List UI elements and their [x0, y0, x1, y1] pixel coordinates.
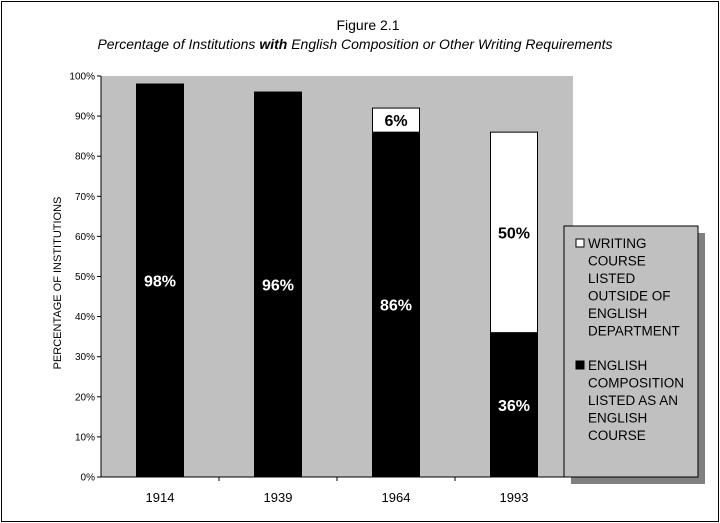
- legend-text-line: COMPOSITION: [588, 376, 684, 391]
- y-tick-label: 20%: [75, 392, 95, 403]
- data-label: 98%: [144, 274, 176, 291]
- bars: [136, 83, 538, 478]
- legend-box: [563, 225, 699, 478]
- y-tick-label: 100%: [69, 72, 95, 83]
- y-tick-label: 40%: [75, 312, 95, 323]
- data-label: 96%: [262, 278, 294, 295]
- y-tick-label: 50%: [75, 272, 95, 283]
- legend-swatch: [575, 238, 585, 248]
- data-label: 6%: [384, 113, 407, 130]
- legend-text-line: COURSE: [588, 428, 646, 443]
- legend-text-line: DEPARTMENT: [588, 324, 680, 339]
- bar-segment: [490, 131, 538, 334]
- subtitle-part-1: Percentage of Institutions: [97, 36, 259, 52]
- legend-text-line: COURSE: [588, 254, 646, 269]
- legend-text-line: LISTED: [588, 271, 636, 286]
- legend-text-line: LISTED AS AN: [588, 393, 678, 408]
- legend-text-line: OUTSIDE OF: [588, 289, 671, 304]
- x-category-label: 1914: [146, 490, 175, 505]
- data-labels: 98% 96% 86% 6% 36% 50%: [144, 113, 530, 415]
- legend-text-line: ENGLISH: [588, 306, 647, 321]
- y-tick-label: 80%: [75, 152, 95, 163]
- x-category-label: 1964: [382, 490, 411, 505]
- legend-text-line: ENGLISH: [588, 358, 647, 373]
- subtitle-part-emphasis: with: [259, 36, 287, 52]
- bar-segment: [136, 83, 184, 478]
- y-tick-label: 90%: [75, 112, 95, 123]
- legend-text-line: ENGLISH: [588, 411, 647, 426]
- x-category-label: 1939: [264, 490, 293, 505]
- subtitle-part-2: English Composition or Other Writing Req…: [287, 36, 612, 52]
- y-tick-label: 30%: [75, 352, 95, 363]
- y-tick-label: 60%: [75, 232, 95, 243]
- x-axis-categories: 1914 1939 1964 1993: [146, 477, 574, 505]
- bar-segment: [254, 91, 302, 478]
- y-axis-label: PERCENTAGE OF INSTITUTIONS: [52, 197, 64, 370]
- data-label: 50%: [498, 225, 530, 242]
- bar-segment: [372, 107, 420, 133]
- legend-text-line: WRITING: [588, 236, 647, 251]
- y-tick-label: 0%: [81, 473, 96, 484]
- chart-subtitle: Percentage of Institutions with English …: [97, 36, 612, 52]
- chart-title: Figure 2.1: [336, 17, 399, 33]
- y-tick-label: 10%: [75, 432, 95, 443]
- legend-swatch: [575, 360, 585, 370]
- legend: WRITING COURSE LISTED OUTSIDE OF ENGLISH DEPA…: [563, 225, 705, 484]
- bar-segment: [490, 332, 538, 478]
- data-label: 86%: [380, 298, 412, 315]
- data-label: 36%: [498, 398, 530, 415]
- y-tick-label: 70%: [75, 192, 95, 203]
- x-category-label: 1993: [500, 490, 529, 505]
- y-axis-ticks: 0% 10% 20% 30% 40% 50% 60% 70% 80% 90% 100%: [69, 72, 101, 484]
- bar-segment: [372, 131, 420, 478]
